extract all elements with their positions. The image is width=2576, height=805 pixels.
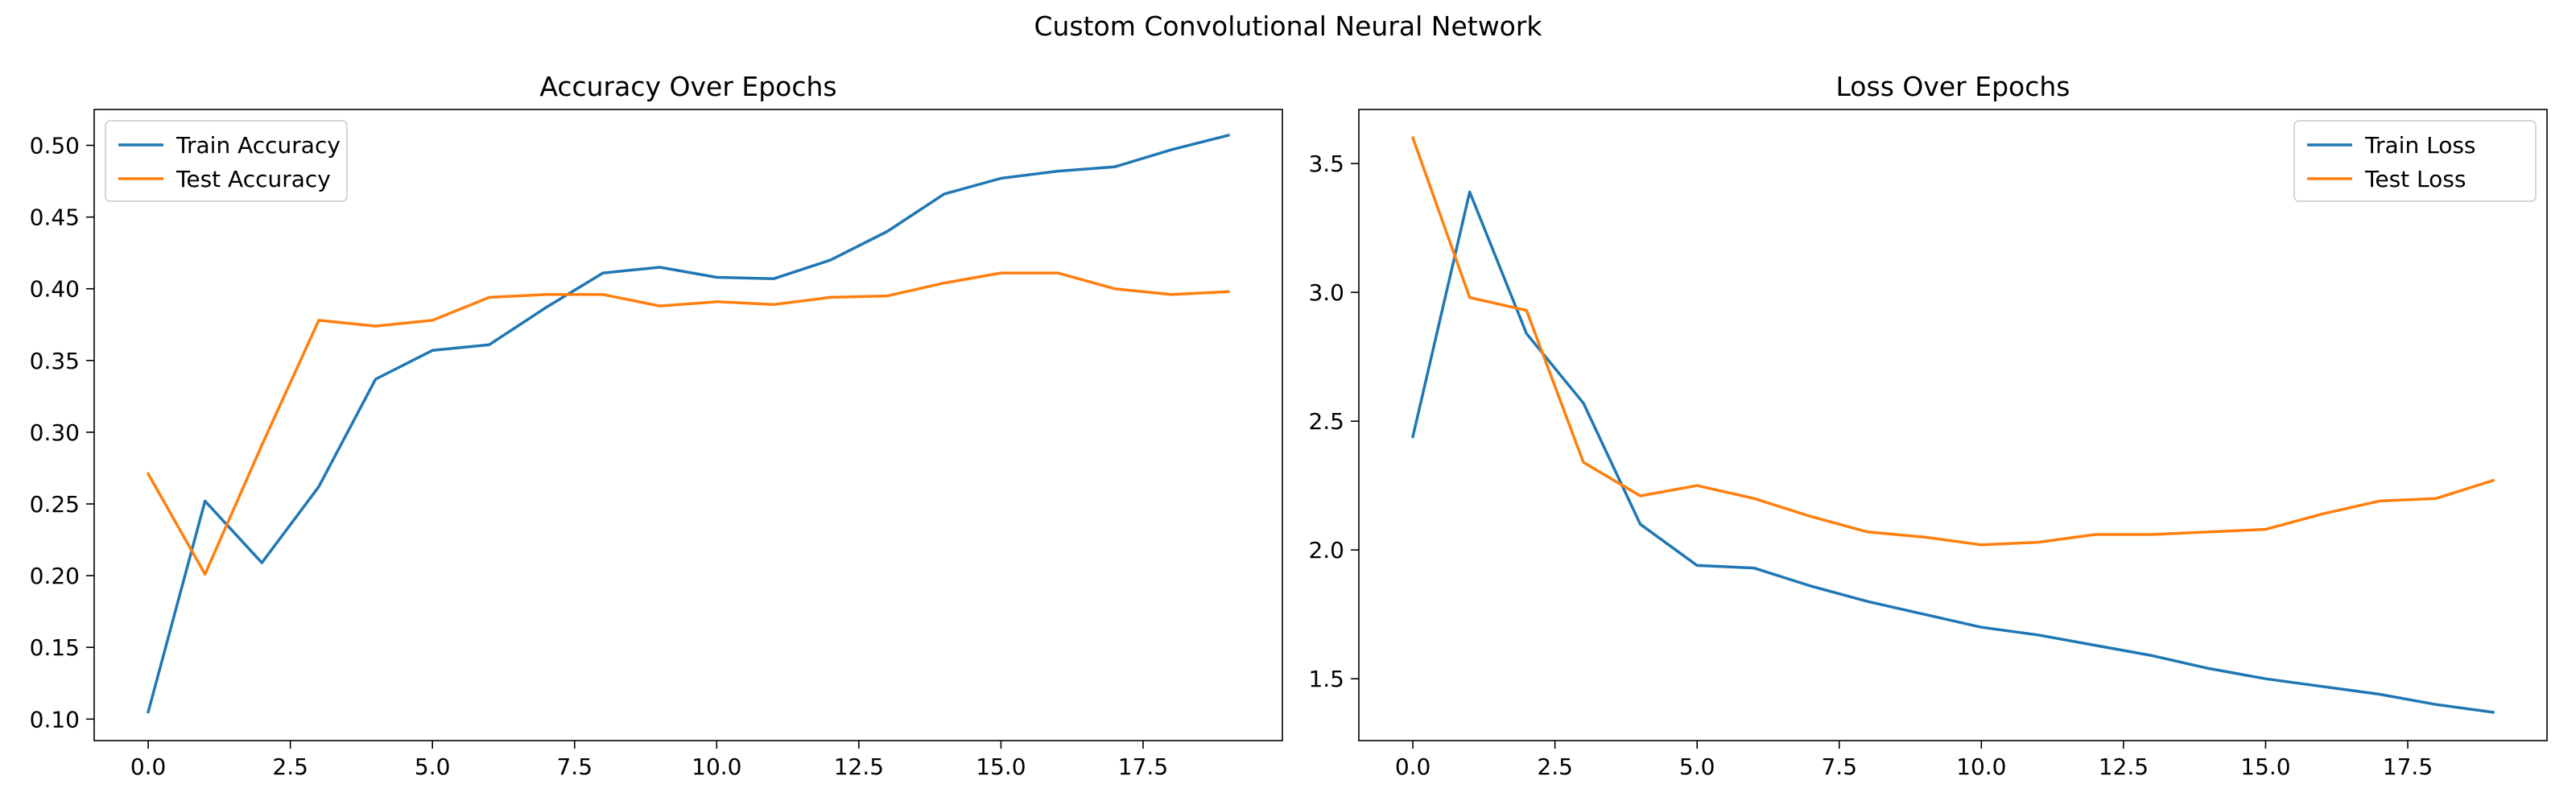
figure-title: Custom Convolutional Neural Network [1034, 10, 1542, 42]
accuracy-x-tick-label: 2.5 [272, 753, 308, 780]
loss-series-line-test [1410, 135, 2496, 547]
accuracy-x-tick-label: 17.5 [1118, 753, 1168, 780]
accuracy-y-tick-label: 0.50 [30, 133, 80, 159]
loss-legend: Train Loss Test Loss [2293, 120, 2537, 202]
accuracy-y-tick-label: 0.30 [30, 419, 80, 446]
loss-x-tick-label: 12.5 [2099, 753, 2149, 780]
loss-chart-title: Loss Over Epochs [1836, 71, 2070, 102]
loss-x-tick-label: 10.0 [1956, 753, 2006, 780]
loss-x-tick-label: 15.0 [2240, 753, 2290, 780]
accuracy-series-line-train [146, 133, 1231, 714]
loss-x-tick-label: 7.5 [1821, 753, 1857, 780]
accuracy-y-tick-label: 0.40 [30, 276, 80, 303]
loss-legend-label-train: Train Loss [2364, 132, 2476, 159]
accuracy-y-tick-label: 0.15 [30, 634, 80, 661]
accuracy-x-tick-label: 10.0 [691, 753, 741, 780]
accuracy-chart: Accuracy Over Epochs 0.0 2.5 5.0 7.5 10.0 12.5… [30, 71, 1283, 780]
accuracy-y-tick-label: 0.10 [30, 706, 80, 733]
loss-chart: Loss Over Epochs 0.0 2.5 5.0 7.5 10.0 12.5 15.0… [1308, 71, 2548, 780]
accuracy-y-tick-label: 0.35 [30, 348, 80, 374]
accuracy-series-line-test [146, 271, 1230, 576]
accuracy-x-tick-label: 0.0 [130, 753, 167, 780]
loss-y-tick-label: 3.0 [1308, 279, 1344, 306]
loss-axes-frame [1358, 109, 2548, 741]
loss-x-tick-label: 5.0 [1679, 753, 1715, 780]
accuracy-y-tick-label: 0.45 [30, 204, 80, 231]
accuracy-chart-title: Accuracy Over Epochs [539, 71, 836, 102]
accuracy-y-tick-label: 0.25 [30, 491, 80, 518]
accuracy-axes-frame [93, 109, 1283, 741]
loss-y-tick-label: 3.5 [1308, 151, 1344, 177]
accuracy-x-tick-label: 7.5 [556, 753, 592, 780]
accuracy-x-tick-label: 12.5 [834, 753, 884, 780]
accuracy-legend-box [105, 120, 348, 202]
accuracy-y-tick-label: 0.20 [30, 563, 80, 589]
loss-legend-label-test: Test Loss [2364, 166, 2466, 192]
accuracy-legend: Train Accuracy Test Accuracy [105, 120, 348, 202]
accuracy-x-tick-label: 5.0 [415, 753, 451, 780]
loss-y-tick-label: 2.5 [1308, 408, 1344, 435]
loss-series-line-train [1410, 190, 2495, 714]
accuracy-x-tick-label: 15.0 [976, 753, 1026, 780]
loss-x-tick-label: 2.5 [1537, 753, 1573, 780]
loss-y-tick-label: 1.5 [1308, 666, 1344, 692]
accuracy-legend-label-train: Train Accuracy [175, 132, 341, 159]
loss-x-tick-label: 17.5 [2383, 753, 2433, 780]
loss-x-tick-label: 0.0 [1395, 753, 1431, 780]
loss-y-tick-label: 2.0 [1308, 537, 1344, 564]
accuracy-legend-label-test: Test Accuracy [175, 166, 331, 192]
loss-legend-box [2293, 120, 2537, 202]
